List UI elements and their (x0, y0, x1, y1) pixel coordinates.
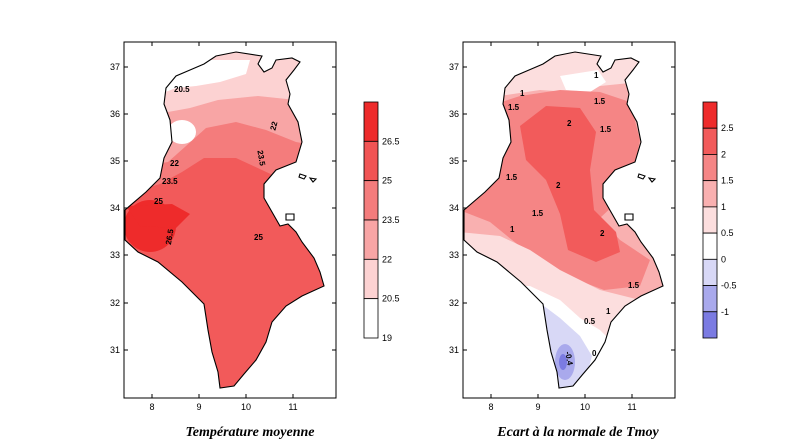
x-axis: 8 9 10 11 (149, 42, 298, 412)
legend-label: 20.5 (382, 294, 400, 304)
anomaly-fill (464, 52, 663, 388)
contour-label: 1.5 (506, 173, 518, 182)
map-caption: Ecart à la normale de Tmoy (496, 425, 659, 440)
legend-label: 2 (721, 149, 726, 159)
contour-label: 22 (268, 120, 279, 131)
legend-swatch (702, 232, 718, 260)
legend-swatch (363, 219, 379, 260)
legend-swatch (702, 101, 718, 129)
map-frame (123, 41, 337, 399)
y-tick-label: 35 (110, 156, 120, 166)
x-tick-label: 10 (241, 402, 251, 412)
y-axis: 37 36 35 34 33 32 31 (110, 62, 336, 355)
y-tick-label: 33 (449, 250, 459, 260)
y-tick-label: 36 (449, 109, 459, 119)
island (298, 173, 307, 180)
y-tick-label: 34 (110, 203, 120, 213)
legend-swatch (363, 180, 379, 221)
legend-swatch (363, 140, 379, 182)
legend-label: -0.5 (721, 281, 737, 291)
legend-label: 0.5 (721, 228, 734, 238)
legend-label: 22 (382, 254, 392, 264)
x-tick-label: 8 (149, 402, 154, 412)
legend-label: 26.5 (382, 136, 400, 146)
y-tick-label: 36 (110, 109, 120, 119)
x-tick-label: 11 (627, 402, 636, 412)
legend-swatch (702, 127, 718, 155)
contour-label: 1.5 (628, 281, 640, 290)
legend-label: 23.5 (382, 215, 400, 225)
x-tick-label: 11 (288, 402, 297, 412)
contour-label: 23.5 (255, 150, 267, 167)
legend-swatch (702, 258, 718, 286)
island-djerba (285, 213, 295, 221)
temperature-fill (125, 52, 324, 388)
y-tick-label: 37 (449, 62, 459, 72)
island (637, 173, 646, 180)
contour-label: 0 (592, 349, 597, 358)
contour-label: 20.5 (174, 85, 190, 94)
contour-label: 1 (520, 89, 525, 98)
legend-label: 1.5 (721, 176, 734, 186)
contour-label: 2 (556, 181, 561, 190)
contour-label: 1 (606, 307, 611, 316)
contour-label: -0.4 (563, 351, 574, 367)
legend-swatch (702, 285, 718, 313)
y-tick-label: 35 (449, 156, 459, 166)
x-tick-label: 8 (488, 402, 493, 412)
y-tick-label: 33 (110, 250, 120, 260)
map-caption: Température moyenne (186, 425, 315, 440)
legend-swatch (363, 298, 379, 339)
contour-label: 0.5 (584, 317, 596, 326)
map-ecart-normale: 1 1 1.5 1.5 2 1.5 1.5 1.5 2 1 2 1.5 1 0.… (449, 41, 737, 440)
contour-label: 1.5 (594, 97, 606, 106)
contour-label: 1 (594, 71, 599, 80)
legend-swatch (702, 311, 718, 339)
legend-label: 2.5 (721, 123, 734, 133)
x-tick-label: 10 (580, 402, 590, 412)
y-tick-label: 31 (449, 345, 459, 355)
legend-swatch (363, 258, 379, 300)
legend-swatch (702, 206, 718, 234)
island (308, 177, 318, 183)
x-axis: 8 9 10 11 (488, 42, 637, 412)
y-tick-label: 37 (110, 62, 120, 72)
contour-label: 1.5 (508, 103, 520, 112)
contour-label: 2 (600, 229, 605, 238)
map-temperature-moyenne: 20.5 22 22 23.5 23.5 25 25 26.5 8 9 10 1… (110, 41, 400, 440)
legend-label: 1 (721, 202, 726, 212)
legend-swatch (363, 101, 379, 142)
y-tick-label: 32 (110, 298, 120, 308)
legend-anomaly: 2.5 2 1.5 1 0.5 0 -0.5 -1 (702, 101, 737, 339)
contour-label: 22 (170, 159, 179, 168)
legend-label: 19 (382, 333, 392, 343)
contour-label: 25 (154, 197, 163, 206)
map-frame (462, 41, 676, 399)
legend-label: 0 (721, 254, 726, 264)
island (647, 177, 657, 183)
contour-label: 1.5 (532, 209, 544, 218)
legend-label: -1 (721, 307, 729, 317)
legend-swatch (702, 154, 718, 182)
contour-label: 1.5 (600, 125, 612, 134)
y-tick-label: 31 (110, 345, 120, 355)
y-tick-label: 34 (449, 203, 459, 213)
legend-label: 25 (382, 176, 392, 186)
y-axis: 37 36 35 34 33 32 31 (449, 62, 675, 355)
contour-label: 2 (567, 119, 572, 128)
island-djerba (624, 213, 634, 221)
x-tick-label: 9 (196, 402, 201, 412)
x-tick-label: 9 (535, 402, 540, 412)
contour-label: 1 (510, 225, 515, 234)
legend-temperature: 26.5 25 23.5 22 20.5 19 (363, 101, 400, 343)
legend-swatch (702, 180, 718, 208)
contour-label: 23.5 (162, 177, 178, 186)
contour-label: 25 (254, 233, 263, 242)
y-tick-label: 32 (449, 298, 459, 308)
contour-label: 26.5 (164, 228, 176, 245)
